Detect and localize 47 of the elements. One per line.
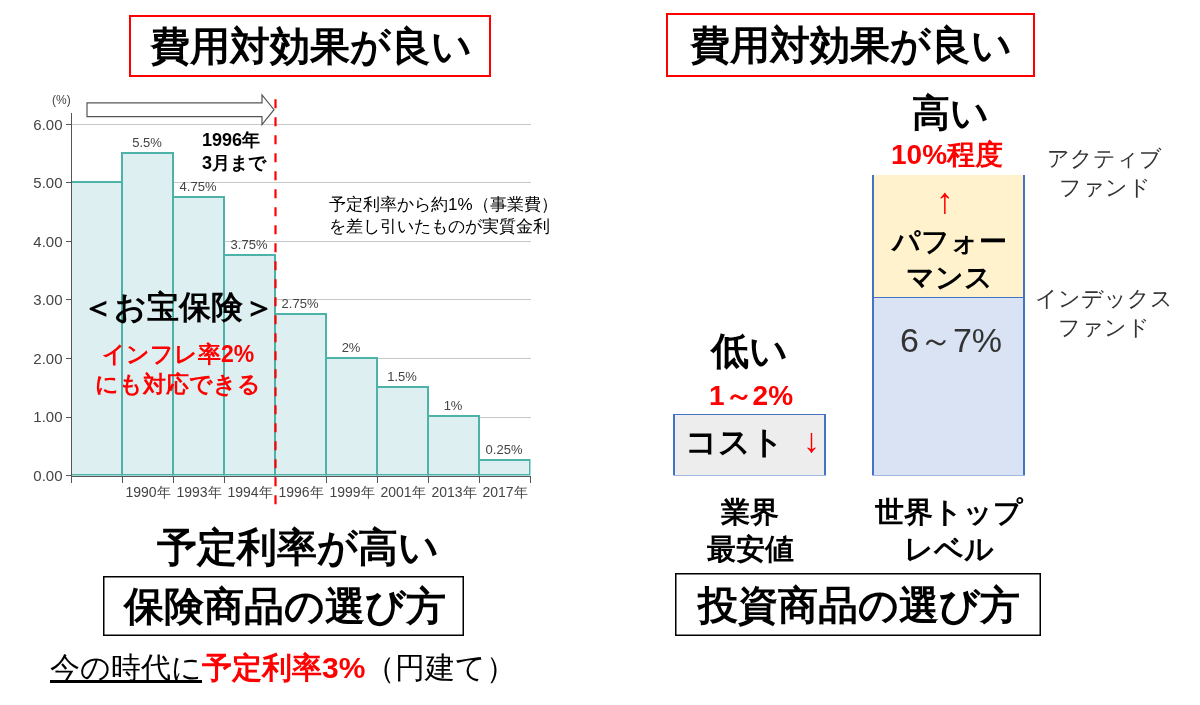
x-tick-label: 2001年 — [380, 484, 426, 501]
data-label: 4.75% — [179, 178, 217, 194]
annotation: ↓ — [803, 421, 820, 459]
y-tick-label: 1.00 — [33, 408, 63, 426]
data-label: 1.5% — [387, 368, 418, 384]
y-tick-label: 3.00 — [33, 291, 63, 309]
data-label: 1% — [443, 397, 463, 413]
y-tick-label: 5.00 — [33, 174, 63, 192]
annotation: 6～7% — [900, 321, 1003, 359]
annotation: 1～2% — [709, 380, 794, 411]
data-label: 2% — [341, 339, 361, 355]
annotation: ↑ — [936, 180, 954, 221]
chart-title: 費用対効果が良い — [148, 24, 472, 68]
text: 保険商品の選び方 — [121, 584, 446, 628]
annotation: コスト — [685, 424, 784, 460]
y-tick-label: 4.00 — [33, 232, 63, 250]
text: 10%程度 — [891, 139, 1004, 170]
text: 予定利率3% — [201, 651, 366, 684]
x-tick-label: 1996年 — [278, 484, 324, 501]
chart-title: 費用対効果が良い — [689, 23, 1012, 67]
data-label: 0.25% — [485, 441, 523, 457]
text: 今の時代に — [50, 651, 202, 684]
annotation: パフォーマンス — [890, 226, 1007, 294]
x-tick-label: 世界トップレベル — [874, 495, 1024, 566]
annotation: 低い — [709, 330, 788, 372]
y-tick-label: 6.00 — [33, 115, 63, 133]
x-tick-label: 1990年 — [125, 484, 171, 501]
x-tick-label: 1999年 — [329, 484, 375, 501]
x-tick-label: 2017年 — [482, 484, 528, 501]
data-label: 3.75% — [230, 236, 268, 252]
ref-line-label: 1996年3月まで — [202, 130, 268, 174]
text: 予定利率が高い — [156, 525, 439, 569]
x-tick-label: 2013年 — [431, 484, 477, 501]
data-label: 5.5% — [132, 134, 163, 150]
y-tick-label: 2.00 — [33, 349, 63, 367]
series-label: インデックスファンド — [1035, 286, 1173, 340]
y-axis-title: (%) — [52, 93, 71, 107]
series-label: アクティブファンド — [1047, 146, 1162, 200]
x-tick-label: 1994年 — [227, 484, 273, 501]
text: 高い — [912, 92, 989, 134]
y-tick-label: 0.00 — [33, 466, 63, 484]
text: 投資商品の選び方 — [696, 582, 1020, 627]
data-label: 2.75% — [281, 295, 319, 311]
x-tick-label: 1993年 — [176, 484, 222, 501]
x-tick-label: 業界最安値 — [705, 495, 794, 566]
text: （円建て） — [365, 651, 517, 684]
annotation: 予定利率から約1%（事業費）を差し引いたものが実質金利 — [329, 195, 558, 237]
